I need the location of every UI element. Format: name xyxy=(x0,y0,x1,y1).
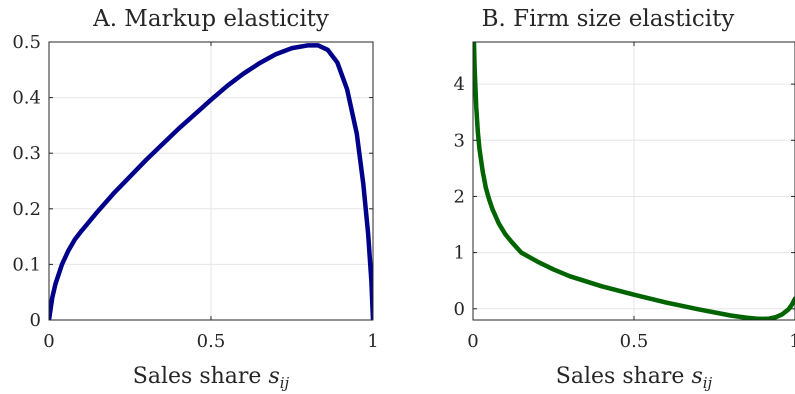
panel-a-ytick-label: 0.2 xyxy=(12,199,41,220)
panel-b-ytick-label: 2 xyxy=(454,186,465,207)
panel-b-ytick-label: 4 xyxy=(454,74,465,95)
panel-b-ticks: 0 0.5 1 0 1 2 3 4 xyxy=(454,42,795,352)
panel-b-xtick-label: 1 xyxy=(789,331,795,352)
panel-a-ytick-label: 0.3 xyxy=(12,143,41,164)
panel-b-series-line xyxy=(473,42,795,320)
panel-b-axes-box xyxy=(472,41,795,321)
panel-b-xlabel: Sales share sij xyxy=(556,364,713,392)
panel-a-xlabel-var: s xyxy=(268,364,279,389)
panel-a-title: A. Markup elasticity xyxy=(92,6,329,32)
panel-b-xlabel-text: Sales share xyxy=(556,364,685,389)
panel-b-ytick-label: 0 xyxy=(454,299,465,320)
panel-b-firm-size-elasticity: B. Firm size elasticity 0 0.5 1 0 1 2 3 4 Sales… xyxy=(454,6,795,392)
panel-a-axes-box xyxy=(48,41,374,321)
panel-a-xtick-label: 0 xyxy=(43,331,54,352)
panel-a-xtick-label: 1 xyxy=(367,331,378,352)
panel-b-ytick-label: 1 xyxy=(454,243,465,264)
panel-a-ytick-label: 0.1 xyxy=(12,254,41,275)
panel-b-xlabel-var: s xyxy=(691,364,702,389)
panel-a-ytick-label: 0 xyxy=(30,310,41,331)
panel-a-series-line xyxy=(49,43,373,320)
panel-a-xlabel-subscript: ij xyxy=(280,374,290,392)
panel-a-grid xyxy=(48,41,374,321)
panel-b-ytick-label: 3 xyxy=(454,130,465,151)
panel-b-xtick-label: 0 xyxy=(467,331,478,352)
panel-a-ticks: 0 0.5 1 0 0.1 0.2 0.3 0.4 0.5 xyxy=(12,32,378,352)
panel-a-markup-elasticity: A. Markup elasticity 0 0.5 100.10.20.30.40… xyxy=(12,6,378,392)
panel-b-xlabel-subscript: ij xyxy=(703,374,713,392)
panel-a-xlabel: Sales share sij xyxy=(133,364,290,392)
panel-b-xtick-label: 0.5 xyxy=(620,331,649,352)
panel-a-ytick-label: 0.5 xyxy=(12,32,41,53)
panel-b-title: B. Firm size elasticity xyxy=(482,6,735,32)
panel-a-xtick-label: 0.5 xyxy=(197,331,226,352)
panel-a-xlabel-text: Sales share xyxy=(133,364,262,389)
panel-b-grid xyxy=(472,42,795,320)
panel-a-ytick-label: 0.4 xyxy=(12,88,41,109)
